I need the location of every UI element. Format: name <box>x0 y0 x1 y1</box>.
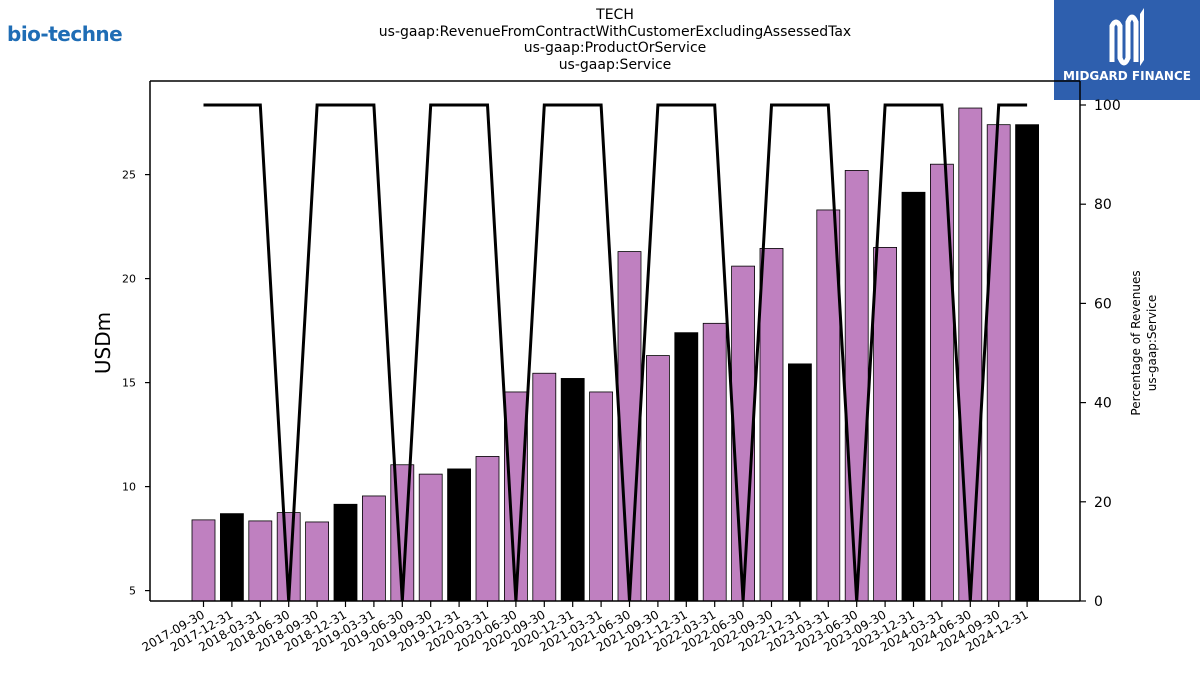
y2-axis-label-line-2: us-gaap:Service <box>1145 295 1159 392</box>
bar-2017-12-31 <box>219 513 244 602</box>
bar-2022-12-31 <box>788 363 812 602</box>
y2-tick-label: 100 <box>1094 98 1121 114</box>
y2-tick-label: 0 <box>1094 594 1103 610</box>
bar-2021-12-31 <box>674 332 699 602</box>
y2-axis-label-line-1: Percentage of Revenues <box>1129 270 1143 415</box>
bar-2024-12-31 <box>1015 124 1039 602</box>
title-line-2: us-gaap:RevenueFromContractWithCustomerE… <box>378 24 852 40</box>
bar-2020-03-31 <box>475 456 500 602</box>
bar-2019-12-31 <box>447 468 472 602</box>
x-ticks-layer: 2017-09-302017-12-312018-03-312018-06-30… <box>140 601 1031 654</box>
midgard-finance-logo: MIDGARD FINANCE <box>1054 0 1200 100</box>
bar-2020-12-31 <box>560 378 585 602</box>
bar-2023-09-30 <box>873 246 897 602</box>
bar-2020-06-30 <box>503 391 528 602</box>
bar-2021-06-30 <box>617 251 642 602</box>
y2-tick-label: 40 <box>1094 396 1112 412</box>
y2-tick-label: 20 <box>1094 495 1112 511</box>
title-line-4: us-gaap:Service <box>558 57 672 73</box>
bar-2019-03-31 <box>361 495 386 602</box>
bar-2018-12-31 <box>333 503 358 602</box>
bar-2022-09-30 <box>759 248 784 602</box>
y2-tick-label: 80 <box>1094 197 1112 213</box>
bar-2023-12-31 <box>901 191 926 602</box>
y-axis-label: USDm <box>91 312 115 374</box>
bar-2021-09-30 <box>646 355 670 602</box>
midgard-logo-mark-icon <box>1109 8 1144 66</box>
bar-2022-03-31 <box>702 322 727 602</box>
bio-techne-logo: bio-techne <box>7 22 123 46</box>
y-tick-label: 20 <box>122 273 136 286</box>
percentage-line <box>203 103 1028 602</box>
y-ticks-layer: 5 10 15 20 25 <box>122 169 150 598</box>
y-tick-label: 5 <box>129 585 136 598</box>
bar-2024-06-30 <box>958 107 983 602</box>
bar-2023-06-30 <box>844 170 869 602</box>
y-tick-label: 15 <box>122 377 136 390</box>
title-line-1: TECH <box>596 7 634 23</box>
bar-2020-09-30 <box>532 372 557 602</box>
bar-2018-03-31 <box>248 520 273 602</box>
bar-2024-09-30 <box>986 124 1011 602</box>
midgard-logo-text: MIDGARD FINANCE <box>1063 69 1191 83</box>
y-tick-label: 25 <box>122 169 136 182</box>
bar-2019-09-30 <box>418 473 443 602</box>
bar-2022-06-30 <box>731 265 755 602</box>
bar-2018-09-30 <box>305 521 330 602</box>
y2-ticks-layer: 0 20 40 60 80 100 <box>1080 98 1121 610</box>
axes-layer <box>149 80 1081 602</box>
y2-tick-label: 60 <box>1094 296 1112 312</box>
bar-2021-03-31 <box>589 391 613 602</box>
y-tick-label: 10 <box>122 481 136 494</box>
percentage-line-layer <box>203 103 1028 602</box>
bar-2017-09-30 <box>191 519 216 602</box>
title-line-3: us-gaap:ProductOrService <box>523 40 707 56</box>
